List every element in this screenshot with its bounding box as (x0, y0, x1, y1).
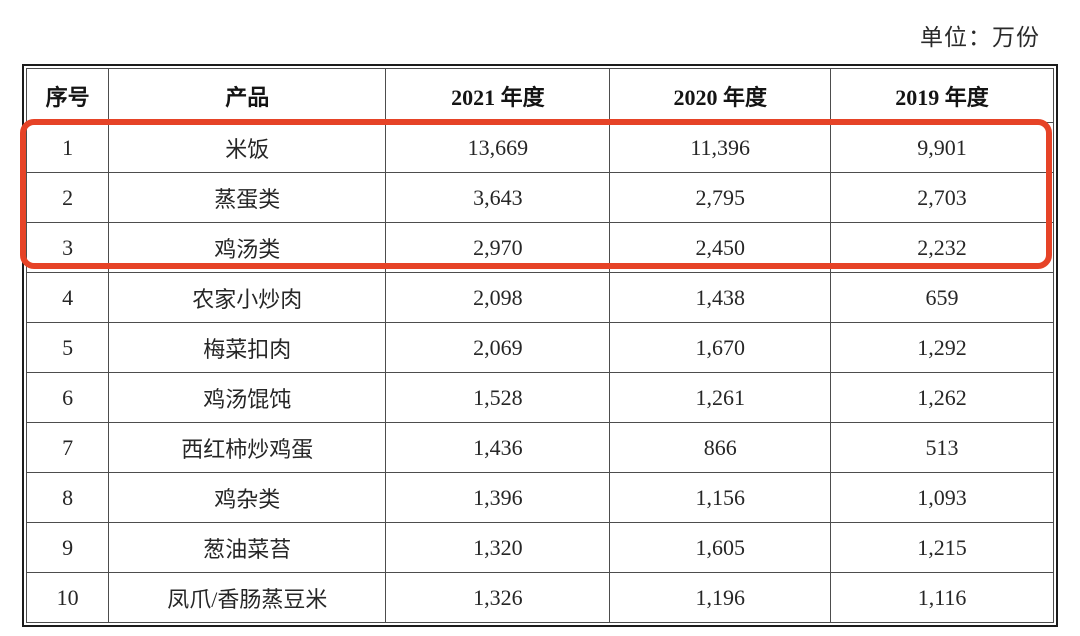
row-index-cell: 2 (25, 172, 110, 223)
value-2019-cell: 1,215 (830, 522, 1054, 573)
row-index-cell: 8 (25, 472, 110, 523)
table-row: 9 葱油菜苔 1,320 1,605 1,215 (25, 522, 1054, 573)
value-2021-cell: 1,326 (385, 572, 611, 623)
unit-label: 单位：万份 (920, 25, 1040, 50)
table-row: 6 鸡汤馄饨 1,528 1,261 1,262 (25, 372, 1054, 423)
row-index-cell: 5 (25, 322, 110, 373)
value-2021-cell: 2,098 (385, 272, 611, 323)
value-2020-cell: 1,605 (609, 522, 832, 573)
table-row: 4 农家小炒肉 2,098 1,438 659 (25, 272, 1054, 323)
value-2019-cell: 1,093 (830, 472, 1054, 523)
product-name-cell: 葱油菜苔 (108, 522, 387, 573)
header-product: 产品 (108, 68, 387, 123)
value-2020-cell: 1,438 (609, 272, 832, 323)
value-2021-cell: 2,069 (385, 322, 611, 373)
product-name-cell: 鸡杂类 (108, 472, 387, 523)
header-year-2020: 2020 年度 (609, 68, 832, 123)
value-2019-cell: 1,262 (830, 372, 1054, 423)
row-index-cell: 1 (25, 122, 110, 173)
value-2019-cell: 2,232 (830, 222, 1054, 273)
table-body: 1 米饭 13,669 11,396 9,901 2 蒸蛋类 3,643 2,795 2,703 3… (25, 122, 1054, 623)
header-year-2021: 2021 年度 (385, 68, 611, 123)
product-name-cell: 梅菜扣肉 (108, 322, 387, 373)
table-row: 10 凤爪/香肠蒸豆米 1,326 1,196 1,116 (25, 572, 1054, 623)
product-name-cell: 凤爪/香肠蒸豆米 (108, 572, 387, 623)
row-index-cell: 10 (25, 572, 110, 623)
product-name-cell: 米饭 (108, 122, 387, 173)
value-2019-cell: 2,703 (830, 172, 1054, 223)
table-row: 3 鸡汤类 2,970 2,450 2,232 (25, 222, 1054, 273)
value-2020-cell: 1,156 (609, 472, 832, 523)
product-sales-table: 序号 产品 2021 年度 2020 年度 2019 年度 1 米饭 13,669 1… (25, 68, 1054, 623)
table-row: 1 米饭 13,669 11,396 9,901 (25, 122, 1054, 173)
product-name-cell: 鸡汤类 (108, 222, 387, 273)
value-2021-cell: 1,436 (385, 422, 611, 473)
product-sales-table-area: 序号 产品 2021 年度 2020 年度 2019 年度 1 米饭 13,669 1… (20, 64, 1058, 627)
table-header-row: 序号 产品 2021 年度 2020 年度 2019 年度 (25, 68, 1054, 123)
value-2020-cell: 11,396 (609, 122, 832, 173)
header-index: 序号 (25, 68, 110, 123)
value-2021-cell: 3,643 (385, 172, 611, 223)
product-name-cell: 西红柿炒鸡蛋 (108, 422, 387, 473)
value-2019-cell: 1,116 (830, 572, 1054, 623)
value-2020-cell: 866 (609, 422, 832, 473)
value-2019-cell: 9,901 (830, 122, 1054, 173)
table-row: 7 西红柿炒鸡蛋 1,436 866 513 (25, 422, 1054, 473)
value-2019-cell: 1,292 (830, 322, 1054, 373)
value-2021-cell: 1,528 (385, 372, 611, 423)
value-2020-cell: 1,261 (609, 372, 832, 423)
value-2020-cell: 2,795 (609, 172, 832, 223)
table-outer-border: 序号 产品 2021 年度 2020 年度 2019 年度 1 米饭 13,669 1… (22, 64, 1058, 627)
table-row: 2 蒸蛋类 3,643 2,795 2,703 (25, 172, 1054, 223)
row-index-cell: 7 (25, 422, 110, 473)
product-name-cell: 鸡汤馄饨 (108, 372, 387, 423)
value-2019-cell: 513 (830, 422, 1054, 473)
row-index-cell: 4 (25, 272, 110, 323)
table-row: 8 鸡杂类 1,396 1,156 1,093 (25, 472, 1054, 523)
product-name-cell: 蒸蛋类 (108, 172, 387, 223)
value-2021-cell: 1,396 (385, 472, 611, 523)
row-index-cell: 6 (25, 372, 110, 423)
value-2021-cell: 2,970 (385, 222, 611, 273)
value-2020-cell: 1,196 (609, 572, 832, 623)
row-index-cell: 9 (25, 522, 110, 573)
value-2019-cell: 659 (830, 272, 1054, 323)
value-2020-cell: 2,450 (609, 222, 832, 273)
row-index-cell: 3 (25, 222, 110, 273)
value-2021-cell: 1,320 (385, 522, 611, 573)
value-2020-cell: 1,670 (609, 322, 832, 373)
value-2021-cell: 13,669 (385, 122, 611, 173)
product-name-cell: 农家小炒肉 (108, 272, 387, 323)
header-year-2019: 2019 年度 (830, 68, 1054, 123)
table-row: 5 梅菜扣肉 2,069 1,670 1,292 (25, 322, 1054, 373)
